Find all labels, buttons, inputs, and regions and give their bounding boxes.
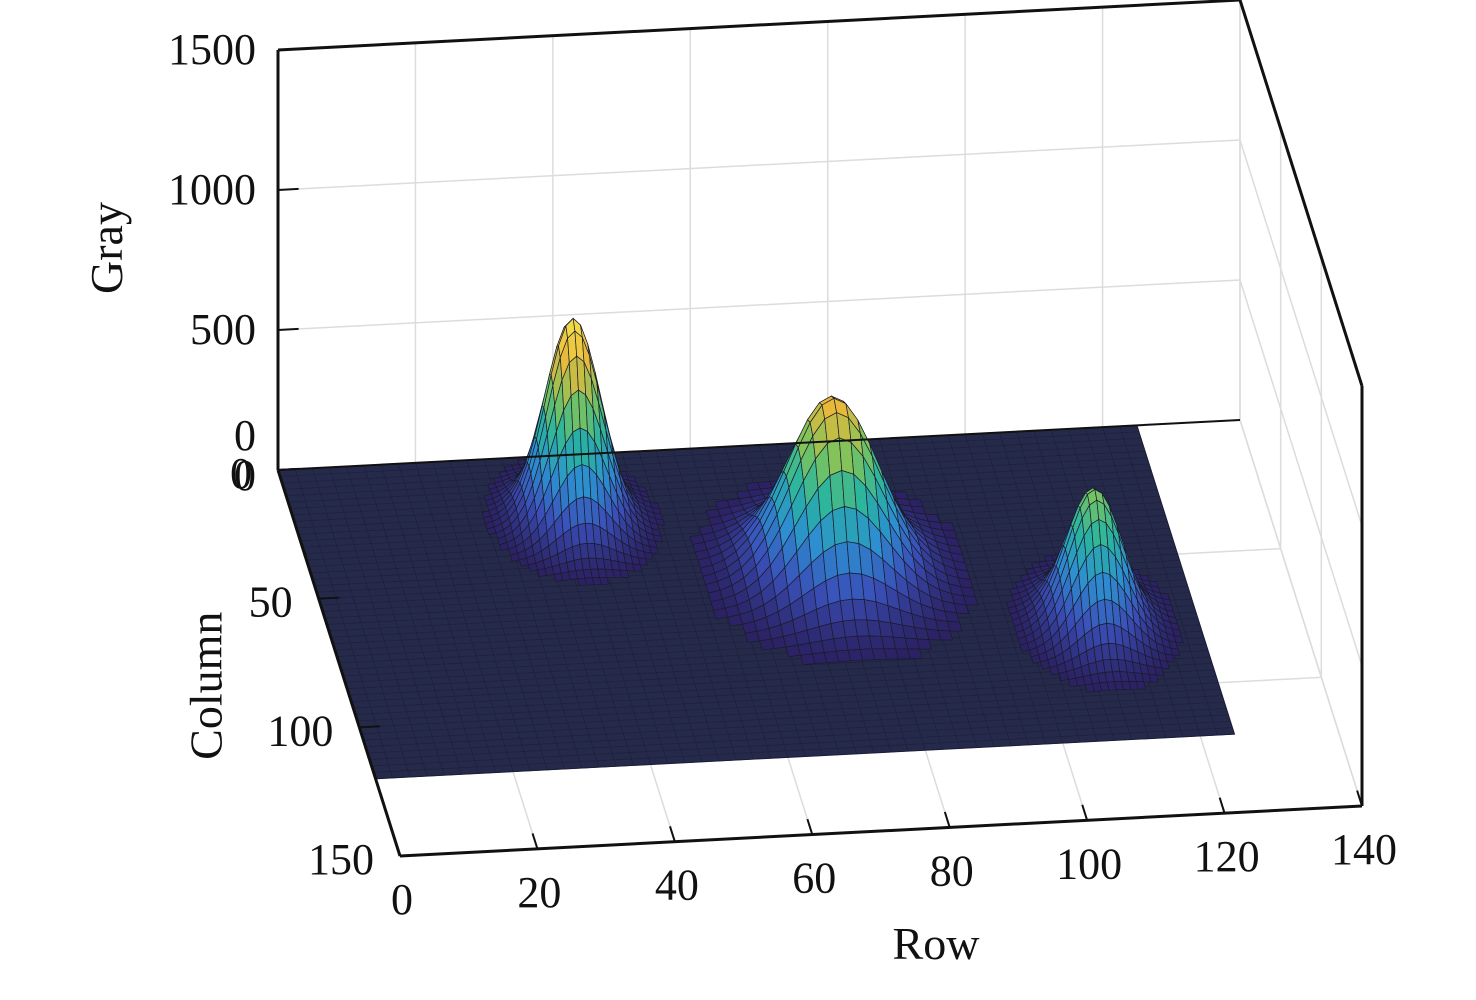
surface-mesh-line xyxy=(367,708,1227,754)
z-tick xyxy=(277,187,299,191)
x-tick-label: 0 xyxy=(391,875,413,924)
grid-line xyxy=(277,139,1241,191)
grid-line xyxy=(277,279,1241,331)
surface-mesh-line xyxy=(375,733,1235,780)
x-tick xyxy=(1356,790,1363,807)
z-tick-label: 1000 xyxy=(168,165,256,214)
z-tick-labels: 0 500 1000 1500 0 xyxy=(168,25,256,500)
surface-mesh-line xyxy=(294,476,1154,522)
x-tick xyxy=(531,833,539,850)
y-tick-label: 50 xyxy=(249,578,293,627)
surface-mesh-line xyxy=(365,701,1225,747)
x-tick-label: 40 xyxy=(655,861,699,910)
surface-mesh-line xyxy=(292,470,1152,516)
x-tick-label: 80 xyxy=(930,846,974,895)
y-tick-label: 100 xyxy=(267,706,333,755)
surface-mesh-line xyxy=(363,695,1223,741)
y-tick xyxy=(399,853,421,857)
y-axis-line xyxy=(276,469,402,857)
surface-patch xyxy=(1173,635,1184,644)
surface-mesh-line xyxy=(290,463,1150,509)
x-axis-line xyxy=(399,804,1363,858)
surface-patch xyxy=(649,545,660,554)
x-tick-label: 20 xyxy=(517,868,561,917)
surface-patch xyxy=(652,534,663,543)
surface-mesh-line xyxy=(359,682,1219,728)
surface-mesh-line xyxy=(284,444,1144,490)
surface-patch xyxy=(953,603,970,615)
surface-mesh-line xyxy=(369,714,1229,760)
surface-patch xyxy=(643,551,654,560)
y-tick xyxy=(318,596,340,600)
surface-mesh-line xyxy=(280,431,1139,477)
axis-frame xyxy=(276,0,1364,858)
x-tick-label: 100 xyxy=(1056,839,1122,888)
surface-patch xyxy=(893,491,910,500)
floor-back-edge xyxy=(277,419,1241,471)
axis-back-panels xyxy=(278,0,1362,806)
x-tick-label: 140 xyxy=(1331,825,1397,874)
z-tick-label: 0 xyxy=(234,451,256,500)
surface-mesh-line xyxy=(371,720,1231,767)
grid-line xyxy=(1239,419,1363,807)
x-tick xyxy=(669,825,676,843)
surface-patch xyxy=(963,595,979,606)
y-tick-labels: 0 50 100 150 xyxy=(230,449,374,884)
z-tick xyxy=(277,47,299,51)
surface-mesh-line xyxy=(373,727,1233,773)
y-tick-label: 0 xyxy=(230,449,252,498)
surface-patch xyxy=(1170,647,1181,657)
z-tick-label: 1500 xyxy=(168,25,256,74)
surface-patch xyxy=(637,557,648,566)
surface-patch xyxy=(1164,653,1175,663)
z-tick-label: 500 xyxy=(190,305,256,354)
surface-patch xyxy=(655,518,666,526)
x-tick xyxy=(1081,804,1089,821)
surface-patch xyxy=(916,638,932,650)
surface-patch xyxy=(632,563,643,572)
surface-patch xyxy=(619,569,630,578)
surface-patch xyxy=(1154,666,1165,676)
x-tick xyxy=(394,840,401,857)
surface-mesh-line xyxy=(286,450,1146,497)
surface-mesh-line xyxy=(288,457,1148,503)
top-side-edge xyxy=(1238,0,1364,387)
x-tick xyxy=(943,811,951,828)
top-back-edge xyxy=(277,0,1241,52)
x-axis-label: Row xyxy=(893,918,981,969)
surface-mesh-line xyxy=(361,688,1221,735)
surface-patch xyxy=(907,648,923,660)
z-axis-label: Gray xyxy=(81,202,132,294)
x-tick-label: 120 xyxy=(1194,832,1260,881)
y-axis-label: Column xyxy=(180,612,231,760)
x-tick xyxy=(806,818,814,835)
z-tick xyxy=(277,467,299,471)
grid-line xyxy=(1239,279,1363,667)
y-tick xyxy=(359,725,380,729)
x-tick xyxy=(1218,797,1226,814)
z-tick xyxy=(277,327,299,331)
surface-patch xyxy=(1135,681,1147,690)
x-tick-labels: 0 20 40 60 80 100 120 140 xyxy=(391,825,1397,924)
tick-marks xyxy=(277,47,1363,857)
grid-line xyxy=(1239,139,1363,527)
surface-patch xyxy=(1148,673,1159,683)
surface-patch xyxy=(1159,659,1170,670)
surface-patch xyxy=(937,629,954,641)
y-tick-label: 150 xyxy=(308,835,374,884)
surface-plot xyxy=(277,317,1236,780)
surface-patch xyxy=(599,576,610,585)
surface-mesh-line xyxy=(282,437,1142,484)
z-tick-label-extra: 0 xyxy=(234,411,256,460)
surface-patch xyxy=(947,621,963,632)
back-wall-panel xyxy=(278,0,1240,470)
x-tick-label: 60 xyxy=(792,854,836,903)
side-wall-panel xyxy=(1240,0,1362,806)
